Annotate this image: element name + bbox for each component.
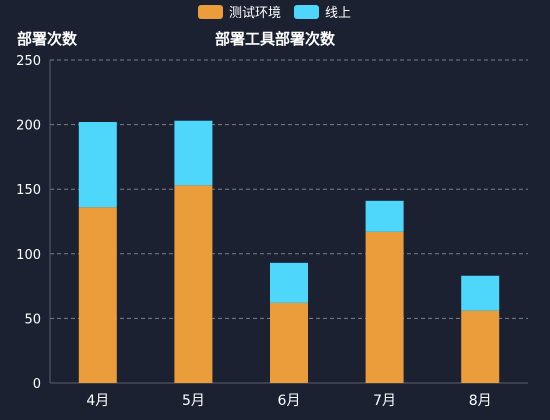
- x-tick-label: 8月: [469, 393, 492, 409]
- bar-test-env: [78, 207, 117, 383]
- bar-online: [365, 200, 404, 232]
- bar-online: [461, 275, 500, 311]
- x-tick-label: 5月: [182, 393, 205, 409]
- legend-label-online: 线上: [325, 6, 351, 21]
- x-tick-label: 6月: [278, 393, 301, 409]
- bar-test-env: [174, 185, 213, 383]
- bar-test-env: [270, 302, 308, 383]
- y-tick-label: 100: [16, 248, 41, 263]
- bar-online: [174, 120, 213, 186]
- x-tick-label: 4月: [86, 393, 109, 409]
- y-tick-label: 200: [16, 119, 41, 134]
- y-axis-label: 部署次数: [17, 30, 78, 48]
- legend-swatch-online: [294, 5, 319, 19]
- y-tick-label: 150: [16, 183, 41, 198]
- y-tick-label: 0: [33, 377, 41, 392]
- y-tick-label: 250: [16, 54, 41, 69]
- chart-title: 部署工具部署次数: [215, 30, 336, 48]
- bar-test-env: [461, 310, 500, 383]
- bar-test-env: [365, 231, 404, 383]
- legend-label-test-env: 测试环境: [229, 6, 281, 21]
- bar-online: [78, 122, 117, 208]
- bar-online: [270, 262, 308, 303]
- x-tick-label: 7月: [373, 393, 396, 409]
- legend-swatch-test-env: [198, 5, 223, 19]
- y-tick-label: 50: [24, 312, 41, 327]
